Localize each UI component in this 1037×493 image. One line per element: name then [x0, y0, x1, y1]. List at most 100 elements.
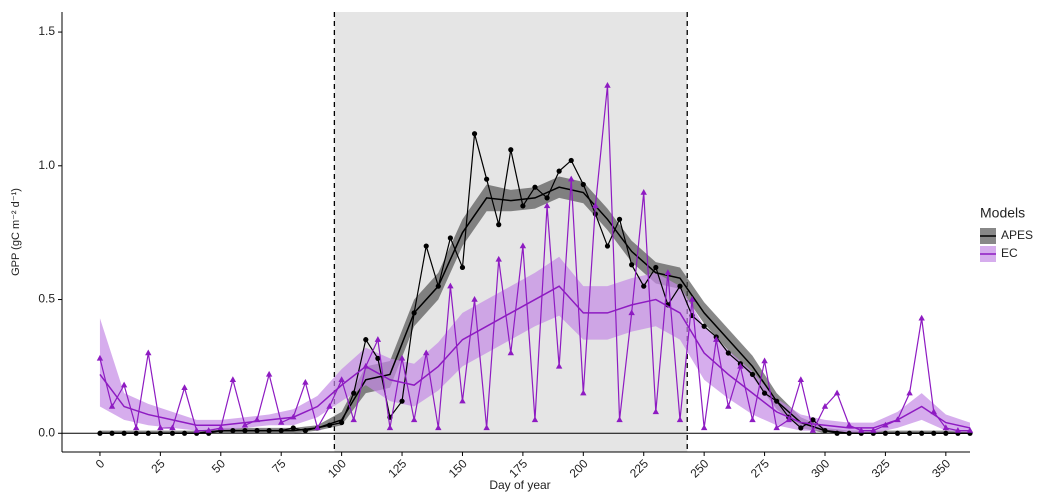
- point: [737, 362, 744, 369]
- point: [363, 337, 369, 343]
- point: [641, 283, 647, 289]
- x-tick-label: 175: [506, 456, 530, 480]
- point: [568, 157, 574, 164]
- point: [375, 355, 381, 361]
- point: [108, 403, 116, 409]
- point: [797, 376, 805, 382]
- point: [592, 202, 599, 209]
- point: [399, 398, 405, 404]
- point: [906, 389, 913, 396]
- point: [484, 176, 490, 182]
- point: [120, 381, 128, 388]
- point: [761, 390, 768, 396]
- confidence-band: [99, 256, 971, 434]
- point: [471, 296, 478, 302]
- x-tick-label: 100: [325, 456, 349, 480]
- point: [169, 424, 176, 431]
- y-tick-label: 0.5: [38, 292, 55, 306]
- y-axis-label: GPP (gC m⁻² d⁻¹): [10, 188, 22, 276]
- point: [278, 419, 285, 425]
- point: [785, 416, 792, 423]
- x-tick-label: 0: [93, 456, 108, 471]
- legend-title: Models: [980, 205, 1025, 221]
- point: [423, 243, 429, 249]
- point: [556, 168, 562, 174]
- point: [265, 370, 273, 377]
- legend-label: APES: [1001, 228, 1033, 242]
- point: [677, 283, 683, 289]
- point: [700, 424, 708, 431]
- point: [423, 349, 430, 356]
- point: [217, 424, 224, 431]
- x-axis-label: Day of year: [489, 478, 550, 492]
- smooth-line: [99, 285, 971, 429]
- point: [821, 403, 829, 409]
- y-tick-label: 1.5: [38, 24, 55, 38]
- point: [568, 175, 575, 182]
- point: [447, 282, 454, 289]
- x-tick-label: 275: [748, 456, 772, 480]
- point: [725, 350, 731, 356]
- point: [483, 424, 490, 431]
- point: [374, 336, 382, 342]
- x-tick-label: 25: [148, 456, 168, 476]
- point: [302, 378, 309, 385]
- point: [543, 202, 551, 209]
- point: [798, 425, 804, 431]
- x-tick-label: 325: [869, 456, 893, 480]
- x-tick-label: 75: [269, 456, 289, 476]
- point: [688, 296, 696, 302]
- point: [241, 421, 249, 428]
- point: [858, 427, 865, 433]
- x-tick-label: 150: [446, 456, 470, 480]
- point: [676, 416, 684, 423]
- x-tick-label: 225: [627, 456, 651, 480]
- point: [749, 371, 756, 378]
- confidence-band: [99, 176, 971, 434]
- point: [351, 390, 357, 396]
- point: [918, 314, 925, 321]
- point: [495, 255, 502, 262]
- point: [810, 417, 816, 423]
- point: [459, 264, 466, 271]
- point: [471, 131, 478, 137]
- point: [386, 424, 394, 431]
- point: [628, 309, 635, 316]
- point: [773, 424, 780, 431]
- point: [326, 403, 333, 409]
- point: [459, 397, 466, 404]
- x-tick-label: 200: [567, 456, 591, 480]
- point: [580, 181, 586, 188]
- point: [181, 384, 188, 391]
- point: [954, 427, 962, 433]
- point: [761, 357, 768, 364]
- point: [410, 416, 418, 423]
- point: [132, 424, 140, 431]
- point: [338, 376, 345, 382]
- point: [496, 222, 502, 228]
- point: [314, 424, 321, 431]
- point: [701, 323, 707, 329]
- point: [870, 427, 877, 433]
- point: [145, 349, 152, 356]
- point: [833, 389, 841, 396]
- point: [531, 416, 539, 423]
- point: [339, 419, 345, 426]
- y-tick-label: 1.0: [38, 158, 55, 172]
- x-tick-label: 50: [209, 456, 229, 476]
- point: [713, 336, 720, 342]
- x-tick-label: 250: [687, 456, 711, 480]
- point: [205, 427, 212, 433]
- point: [520, 203, 526, 209]
- point: [845, 421, 853, 428]
- point: [809, 427, 817, 433]
- point: [398, 354, 406, 361]
- point: [350, 416, 357, 423]
- point: [629, 262, 635, 268]
- point: [652, 408, 660, 415]
- point: [640, 189, 647, 195]
- legend-label: EC: [1001, 246, 1018, 260]
- x-tick-label: 300: [808, 456, 832, 480]
